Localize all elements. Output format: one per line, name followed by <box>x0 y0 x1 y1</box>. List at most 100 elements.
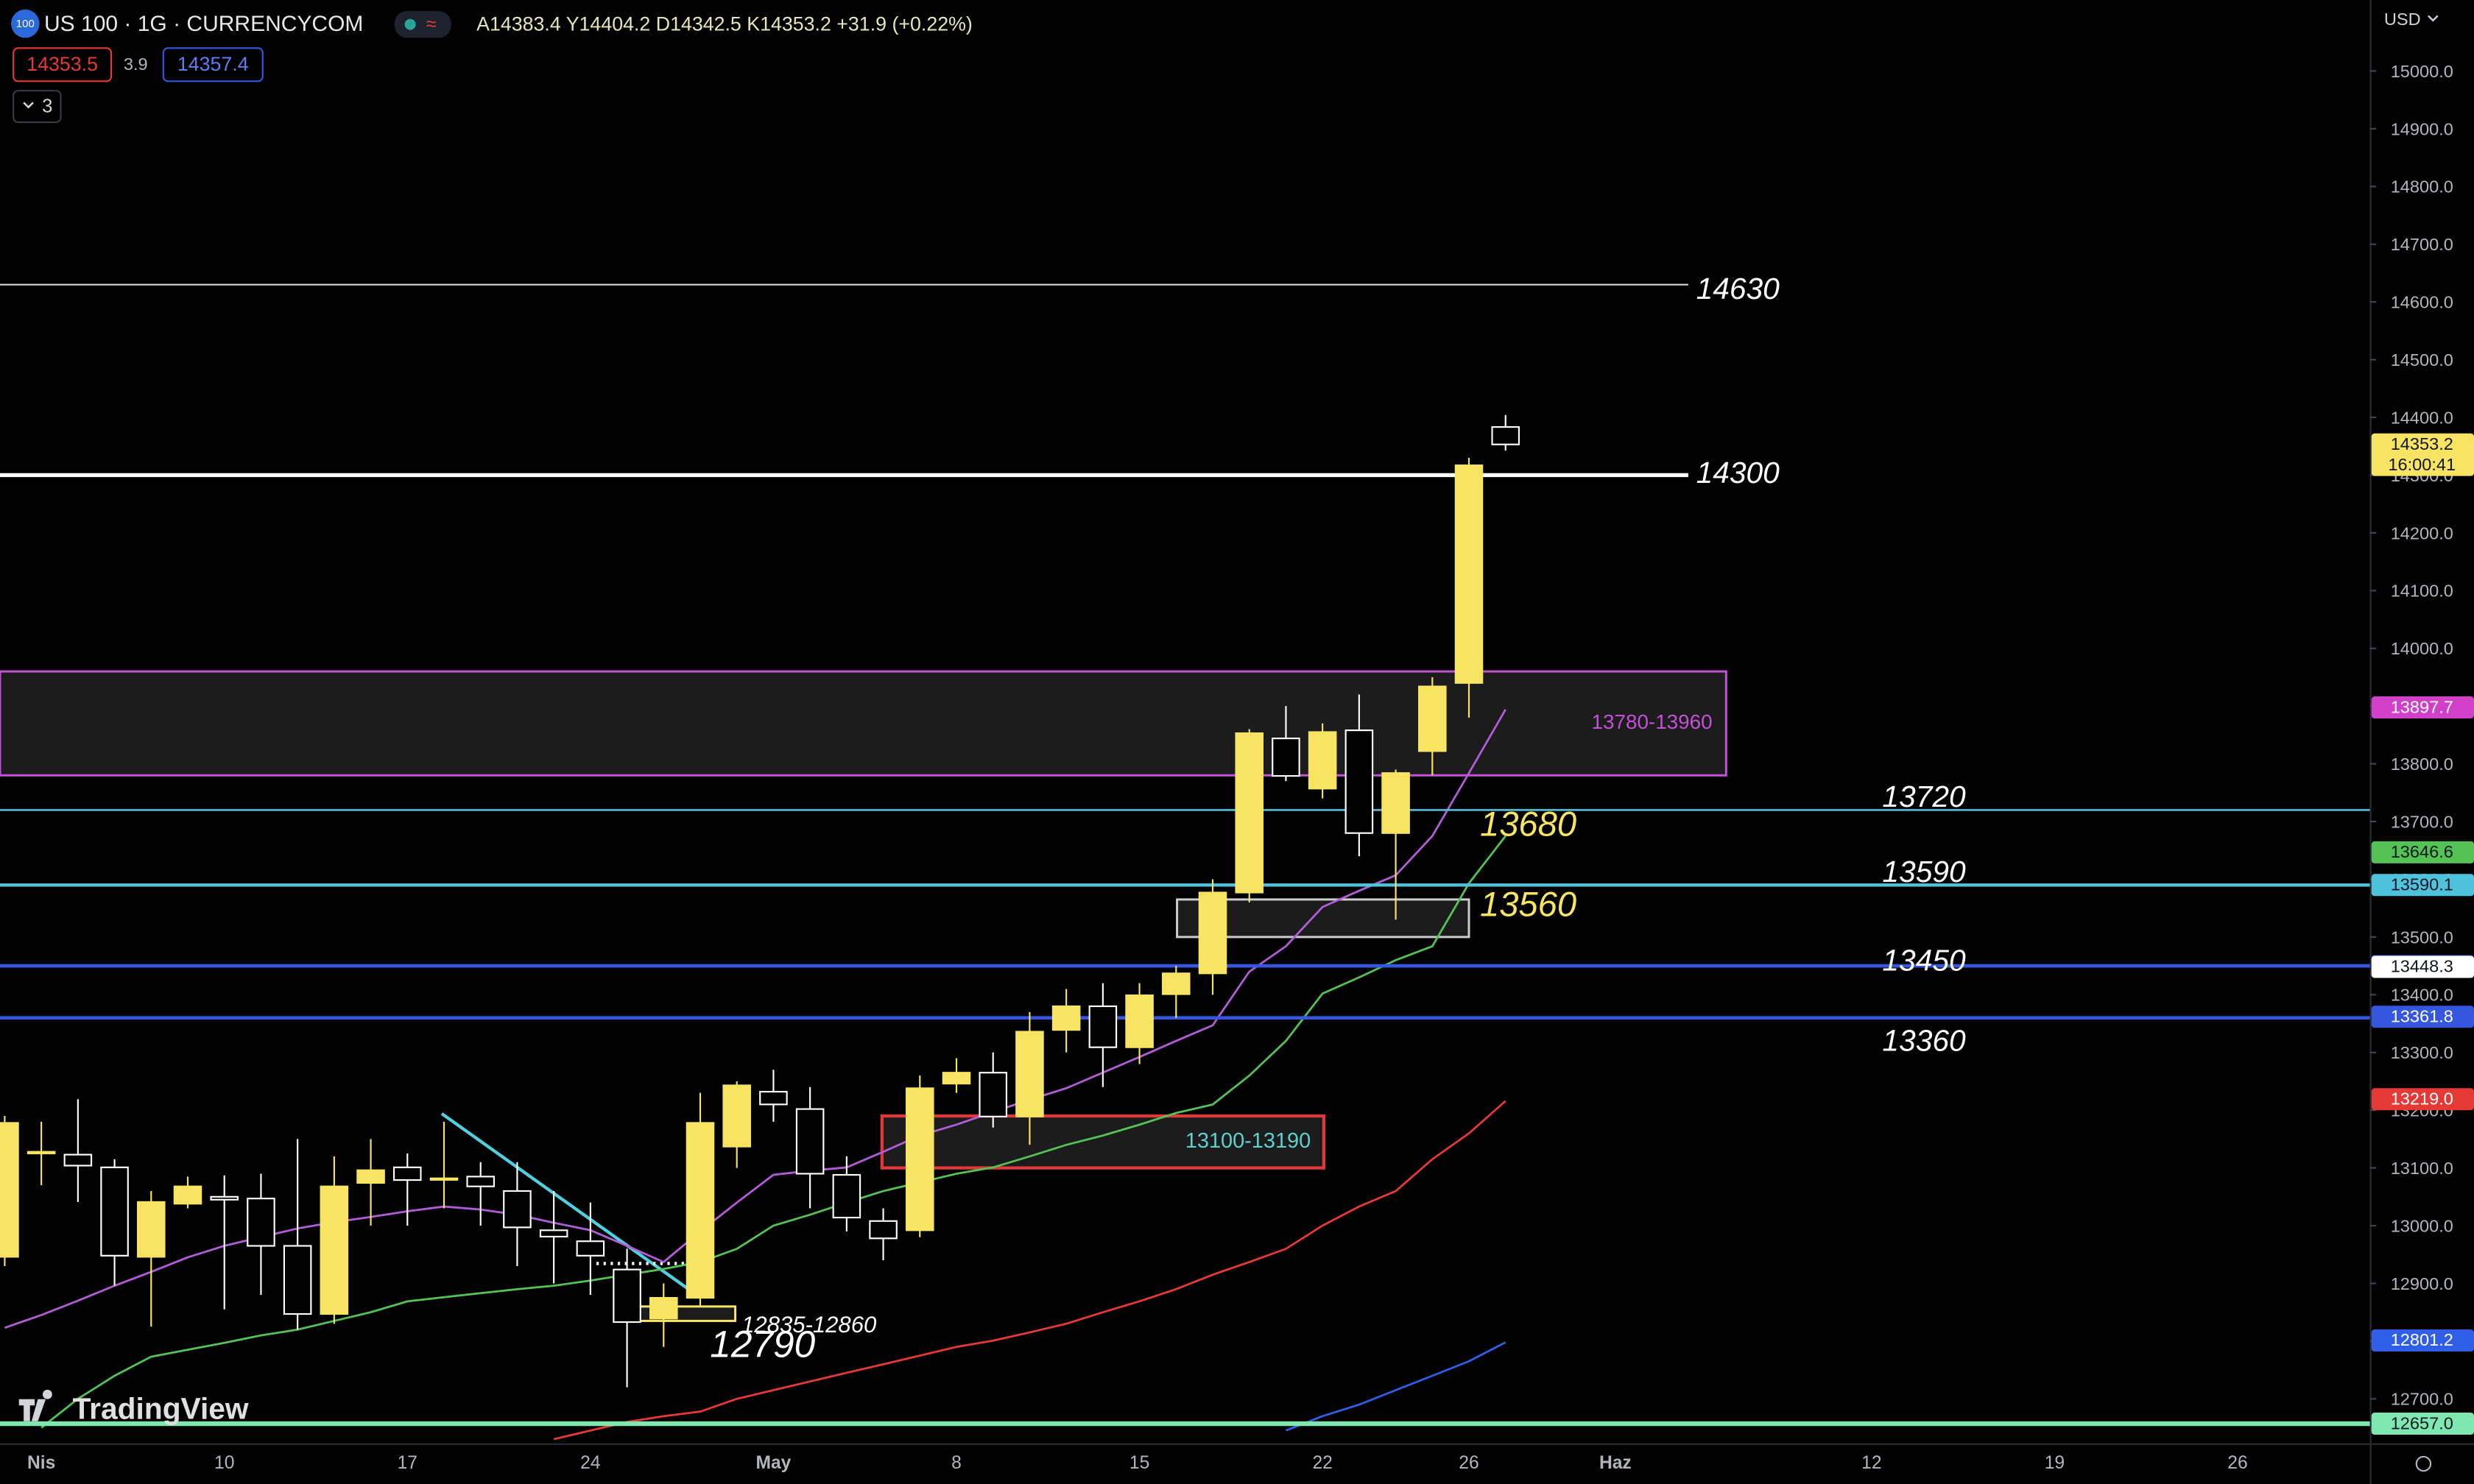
candle-body <box>539 1229 568 1238</box>
price-badge-label: 13590.1 <box>2391 875 2453 894</box>
level-label: 14300 <box>1696 456 1780 490</box>
candle-body <box>429 1177 459 1181</box>
price-badge <box>2371 1413 2474 1435</box>
candle-body <box>1162 972 1191 995</box>
candle-body <box>173 1185 202 1205</box>
candle-body <box>1125 994 1154 1048</box>
zone-label: 13780-13960 <box>1592 710 1713 733</box>
x-tick-label: 12 <box>1861 1453 1881 1473</box>
symbol-title[interactable]: US 100 · 1G · CURRENCYCOM <box>44 12 363 36</box>
currency[interactable]: USD <box>2384 10 2421 29</box>
candle-body <box>942 1072 971 1085</box>
zone <box>0 670 1727 777</box>
x-tick-label: 24 <box>580 1453 600 1473</box>
y-tick-label: 14000.0 <box>2391 639 2453 658</box>
candle-body <box>1491 425 1520 445</box>
candle-body <box>1051 1005 1081 1031</box>
y-tick-label: 13800.0 <box>2391 755 2453 774</box>
indicators-toggle[interactable] <box>13 90 62 124</box>
currency-chevron <box>2428 15 2439 22</box>
trend-line <box>440 1112 700 1298</box>
candle-body <box>392 1166 422 1181</box>
price-badge <box>2371 1088 2474 1111</box>
candle-body <box>247 1198 275 1247</box>
moving-average <box>40 835 1506 1429</box>
zone-label: 12835-12860 <box>741 1312 877 1338</box>
settings-icon[interactable] <box>2415 1455 2432 1472</box>
status-icon: ≈ <box>426 14 437 35</box>
x-tick-label: 15 <box>1129 1453 1149 1473</box>
candle-body <box>1015 1031 1044 1117</box>
countdown: 16:00:41 <box>2388 455 2456 474</box>
candle-body <box>0 1122 19 1258</box>
candle-body <box>210 1195 239 1201</box>
candle-body <box>613 1268 641 1324</box>
level-label: 13360 <box>1882 1024 1966 1058</box>
candle-body <box>137 1201 166 1258</box>
price-badge <box>2371 841 2474 863</box>
y-tick-label: 13000.0 <box>2391 1216 2453 1235</box>
x-tick-label: 22 <box>1312 1453 1332 1473</box>
level-label: 13590 <box>1882 855 1966 888</box>
candle-body <box>1454 464 1484 684</box>
bid-box[interactable] <box>13 47 113 82</box>
price-badge-label: 13361.8 <box>2391 1007 2453 1026</box>
price-badge <box>2371 433 2474 476</box>
candle-body <box>1345 729 1374 834</box>
candle-body <box>27 1151 56 1155</box>
zone-label: 13100-13190 <box>1185 1129 1311 1153</box>
candle-body <box>1308 731 1337 790</box>
watermark-logo <box>18 1389 52 1421</box>
price-badge <box>2371 696 2474 718</box>
chevron <box>23 102 34 109</box>
x-tick-label: 8 <box>951 1453 962 1473</box>
y-tick-label: 12900.0 <box>2391 1274 2453 1293</box>
candle-body <box>649 1297 678 1320</box>
candle-body <box>1198 891 1227 975</box>
spread: 3.9 <box>124 54 148 74</box>
y-tick-label: 14600.0 <box>2391 293 2453 312</box>
y-tick-label: 12700.0 <box>2391 1390 2453 1409</box>
price-badge <box>2371 1329 2474 1352</box>
y-tick-label: 14700.0 <box>2391 235 2453 254</box>
price-badge-label: 13646.6 <box>2391 842 2453 861</box>
y-tick-label: 14800.0 <box>2391 177 2453 197</box>
x-tick-label: 26 <box>1459 1453 1479 1473</box>
candle-body <box>503 1190 532 1229</box>
candle-body <box>1088 1005 1118 1048</box>
price-badge-label: 12657.0 <box>2391 1413 2453 1432</box>
zone <box>625 1305 737 1322</box>
y-tick-label: 13400.0 <box>2391 986 2453 1005</box>
x-tick-label: May <box>755 1453 791 1473</box>
bid: 14353.5 <box>27 53 98 75</box>
candle-body <box>320 1185 349 1315</box>
x-tick-label: Haz <box>1599 1453 1632 1473</box>
candle-body <box>832 1173 861 1219</box>
candle-body <box>795 1108 825 1175</box>
status-pill <box>394 11 451 38</box>
candle-body <box>1417 685 1447 752</box>
candle-body <box>1272 738 1300 777</box>
candle-body <box>356 1169 385 1184</box>
symbol-icon <box>11 9 40 38</box>
candle-body <box>686 1122 715 1299</box>
ask-box[interactable] <box>162 47 264 82</box>
candle-body <box>869 1220 898 1240</box>
candle-body <box>576 1240 605 1257</box>
annotation: 12790 <box>710 1322 815 1365</box>
price-badge-label: 14353.2 <box>2391 434 2453 453</box>
x-tick-label: Nis <box>27 1453 55 1473</box>
level-label: 13720 <box>1882 780 1966 813</box>
annotation: 13560 <box>1480 885 1576 924</box>
level-label: 14630 <box>1696 272 1780 305</box>
y-tick-label: 14100.0 <box>2391 582 2453 601</box>
candle-body <box>906 1087 934 1232</box>
moving-average <box>1285 1341 1506 1432</box>
y-tick-label: 13500.0 <box>2391 928 2453 947</box>
y-tick-label: 13300.0 <box>2391 1043 2453 1062</box>
ohlc: A14383.4 Y14404.2 D14342.5 K14353.2 +31.… <box>476 13 973 35</box>
watermark: TradingView <box>73 1392 249 1426</box>
y-tick-label: 14500.0 <box>2391 350 2453 370</box>
